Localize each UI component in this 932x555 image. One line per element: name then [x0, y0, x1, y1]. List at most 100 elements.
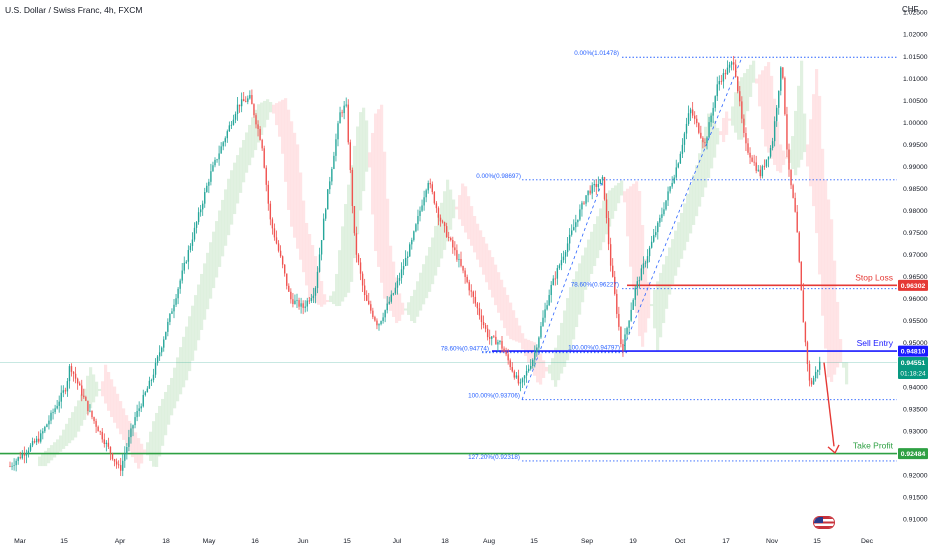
x-tick-label: 15: [530, 538, 538, 545]
cloud-segment: [200, 273, 204, 330]
x-tick-label: 15: [343, 538, 351, 545]
x-tick-label: Aug: [483, 538, 495, 545]
candle-body: [33, 441, 36, 443]
candle-body: [409, 244, 411, 257]
candle-body: [294, 300, 296, 305]
candle-body: [230, 124, 233, 126]
candle-body: [327, 189, 329, 210]
cloud-segment: [566, 298, 570, 361]
y-tick-label: 1.02500: [903, 10, 928, 17]
cloud-segment: [647, 282, 651, 319]
candle-body: [712, 107, 714, 116]
cloud-segment: [461, 183, 465, 226]
candle-body: [538, 337, 540, 348]
candle-body: [523, 375, 526, 379]
candle-body: [29, 445, 32, 451]
cloud-segment: [401, 302, 405, 315]
cloud-segment: [335, 273, 339, 307]
candle-body: [755, 162, 757, 171]
cloud-segment: [548, 364, 552, 374]
cloud-segment: [80, 394, 84, 426]
candle-body: [351, 170, 354, 207]
candle-body: [484, 325, 487, 329]
candle-body: [792, 185, 794, 198]
candle-body: [419, 210, 421, 216]
cloud-segment: [158, 405, 162, 457]
candle-body: [27, 450, 30, 454]
candle-body: [126, 446, 128, 454]
candle-body: [622, 343, 624, 351]
candle-body: [146, 388, 149, 393]
cloud-segment: [659, 272, 663, 338]
cloud-segment: [221, 199, 225, 257]
cloud-segment: [65, 423, 69, 447]
candle-body: [689, 109, 692, 114]
cloud-segment: [326, 300, 330, 302]
candle-body: [255, 115, 257, 125]
candle-body: [286, 273, 288, 286]
candle-body: [788, 149, 790, 170]
cloud-segment: [434, 225, 438, 276]
cloud-segment: [821, 148, 825, 316]
stop-loss-price-tag: [898, 279, 928, 291]
sell-entry-label: Sell Entry: [857, 338, 894, 348]
x-tick-label: 17: [722, 538, 730, 545]
cloud-segment: [275, 103, 279, 126]
candle-body: [495, 336, 497, 345]
candle-body: [161, 347, 163, 353]
cloud-segment: [209, 242, 213, 299]
candle-body: [665, 200, 667, 210]
cloud-segment: [194, 295, 198, 351]
candle-body: [384, 310, 386, 318]
candle-body: [603, 177, 606, 200]
candle-body: [361, 273, 364, 286]
candle-body: [224, 138, 226, 143]
candle-body: [19, 457, 21, 459]
cloud-segment: [278, 101, 282, 137]
cloud-segment: [125, 415, 129, 446]
candle-body: [263, 148, 265, 168]
candle-body: [331, 168, 333, 182]
cloud-segment: [677, 222, 681, 268]
cloud-segment: [62, 429, 66, 449]
cloud-segment: [68, 417, 72, 444]
cloud-segment: [803, 113, 807, 153]
candle-body: [558, 265, 561, 269]
cloud-segment: [818, 95, 822, 275]
candle-body: [222, 142, 224, 147]
cloud-segment: [626, 188, 630, 237]
candle-body: [81, 385, 83, 396]
y-tick-label: 0.98500: [903, 186, 928, 193]
candle-body: [616, 293, 618, 314]
candle-body: [507, 354, 509, 361]
cloud-segment: [470, 206, 474, 246]
candle-body: [413, 231, 415, 240]
cloud-segment: [248, 124, 252, 166]
candle-body: [624, 334, 626, 351]
cloud-segment: [251, 117, 255, 158]
cloud-segment: [308, 234, 312, 299]
candle-body: [265, 167, 267, 185]
candle-body: [521, 378, 524, 383]
candle-body: [661, 214, 663, 218]
time-axis[interactable]: Mar 15 Apr 18 May 16 Jun 15 Jul 18 Aug 15 Sep 19 Oct 17…: [14, 538, 874, 545]
candle-body: [589, 190, 591, 194]
price-axis[interactable]: 1.02500 1.02000 1.01500 1.01000 1.00500 1.000…: [898, 10, 928, 524]
cloud-segment: [344, 204, 348, 298]
candle-body: [68, 366, 71, 382]
y-tick-label: 0.91000: [903, 516, 928, 523]
candle-body: [605, 199, 608, 218]
y-tick-label: 0.96500: [903, 274, 928, 281]
candle-body: [199, 209, 202, 213]
cloud-segment: [731, 106, 735, 126]
cloud-segment: [644, 258, 648, 333]
cloud-segment: [392, 261, 396, 317]
cloud-segment: [53, 442, 57, 458]
cloud-segment: [191, 305, 195, 361]
candle-body: [281, 256, 284, 265]
candle-body: [345, 104, 347, 106]
candle-body: [718, 81, 720, 85]
cloud-segment: [173, 367, 177, 409]
